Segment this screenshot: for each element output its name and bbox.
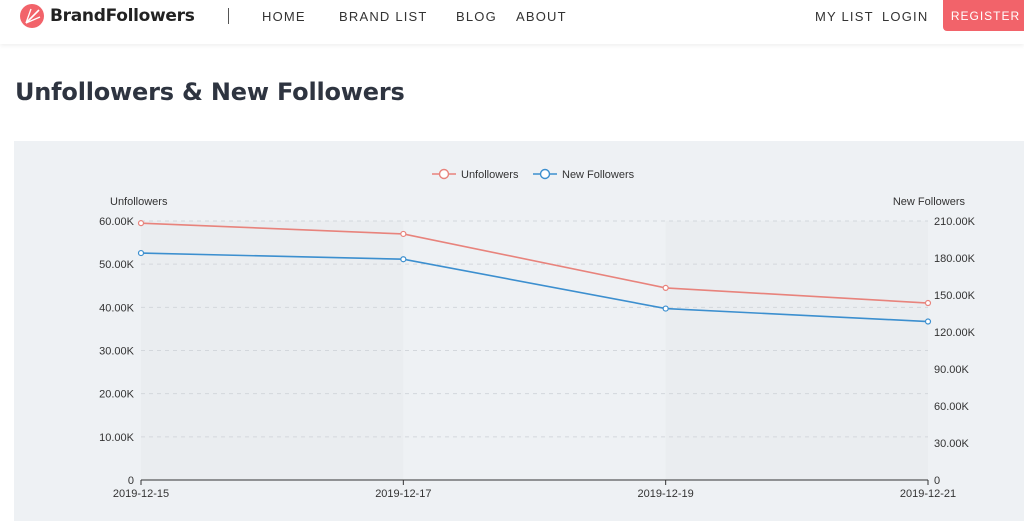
legend-label: Unfollowers	[461, 169, 519, 181]
right-axis-tick-label: 210.00K	[934, 216, 976, 228]
top-navigation-bar: BrandFollowers HOME BRAND LIST BLOG ABOU…	[0, 0, 1024, 44]
nav-blog[interactable]: BLOG	[456, 9, 497, 24]
brand-name: BrandFollowers	[50, 6, 195, 26]
x-axis-tick-label: 2019-12-15	[113, 488, 169, 500]
data-point	[137, 220, 145, 227]
x-axis-tick-label: 2019-12-19	[638, 488, 694, 500]
nav-brand-list[interactable]: BRAND LIST	[339, 9, 428, 24]
chart-panel: 0 10.00K 20.00K 30.00K 40.00K 50.00K 60.00K 0 30…	[14, 141, 1024, 521]
page-title: Unfollowers & New Followers	[15, 78, 405, 106]
data-point	[924, 299, 932, 307]
left-axis-tick-label: 20.00K	[99, 389, 135, 401]
followers-line-chart: 0 10.00K 20.00K 30.00K 40.00K 50.00K 60.00K 0 30…	[99, 168, 976, 500]
right-axis-title: New Followers	[893, 196, 966, 208]
data-point	[137, 249, 145, 257]
header-divider	[228, 8, 229, 24]
data-point	[924, 318, 932, 325]
x-axis-tick-label: 2019-12-21	[900, 488, 956, 500]
legend-marker	[539, 168, 551, 180]
nav-my-list[interactable]: MY LIST	[815, 9, 874, 24]
right-axis-tick-label: 150.00K	[934, 290, 976, 302]
right-axis-tick-label: 60.00K	[934, 401, 970, 413]
right-axis-tick-label: 90.00K	[934, 364, 970, 376]
brand-logo-link[interactable]: BrandFollowers	[20, 3, 195, 29]
nav-about[interactable]: ABOUT	[516, 9, 567, 24]
register-button[interactable]: REGISTER	[943, 0, 1024, 31]
right-axis-tick-label: 180.00K	[934, 253, 976, 265]
legend-marker	[438, 168, 450, 180]
left-axis-tick-label: 0	[128, 475, 134, 487]
nav-login[interactable]: LOGIN	[882, 9, 929, 24]
nav-home[interactable]: HOME	[262, 9, 306, 24]
data-point	[400, 230, 407, 238]
x-axis-tick-label: 2019-12-17	[375, 488, 431, 500]
left-axis-tick-label: 40.00K	[99, 302, 135, 314]
left-axis-title: Unfollowers	[110, 196, 168, 208]
data-point	[662, 305, 669, 312]
right-axis-tick-label: 120.00K	[934, 327, 976, 339]
series-line-unfollowers	[140, 222, 929, 304]
left-axis-tick-label: 60.00K	[99, 216, 135, 228]
brand-logo-icon	[20, 4, 44, 28]
left-axis-tick-label: 30.00K	[99, 346, 135, 358]
right-axis-tick-label: 0	[934, 475, 940, 487]
left-axis-tick-label: 10.00K	[99, 432, 135, 444]
left-axis-tick-label: 50.00K	[99, 259, 135, 271]
right-axis-tick-label: 30.00K	[934, 438, 970, 450]
data-point	[400, 256, 407, 263]
legend-label: New Followers	[562, 169, 635, 181]
series-line-new-followers	[140, 252, 929, 323]
data-point	[662, 284, 669, 292]
